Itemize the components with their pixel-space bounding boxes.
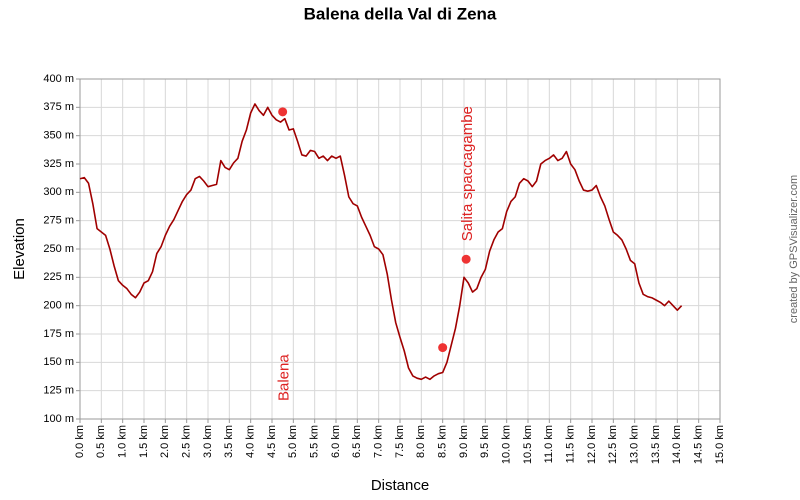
x-tick-label: 12.5 km: [607, 425, 619, 464]
x-tick-label: 1.0 km: [117, 425, 129, 458]
waypoint-label: Salita spaccagambe: [459, 106, 476, 241]
y-tick-label: 150 m: [43, 356, 74, 368]
x-tick-label: 3.5 km: [223, 425, 235, 458]
chart-title: Balena della Val di Zena: [304, 4, 497, 23]
x-tick-label: 11.0 km: [543, 425, 555, 463]
x-tick-label: 9.0 km: [458, 425, 470, 458]
x-tick-label: 7.0 km: [373, 425, 385, 458]
waypoint-label: Balena: [276, 354, 293, 401]
y-tick-label: 125 m: [43, 385, 74, 397]
elevation-line: [79, 103, 683, 381]
x-tick-label: 8.0 km: [415, 425, 427, 458]
waypoint: [278, 107, 288, 117]
x-tick-label: 10.5 km: [522, 425, 534, 464]
x-tick-label: 11.5 km: [565, 425, 577, 463]
x-tick-label: 9.5 km: [479, 425, 491, 458]
y-tick-label: 200 m: [43, 300, 74, 312]
x-tick-label: 13.5 km: [650, 425, 662, 464]
x-tick-label: 8.5 km: [437, 425, 449, 458]
waypoint: [461, 254, 471, 264]
y-tick-label: 175 m: [43, 328, 74, 340]
x-tick-label: 1.5 km: [138, 425, 150, 458]
x-tick-label: 0.5 km: [95, 425, 107, 458]
y-tick-label: 275 m: [43, 215, 74, 227]
x-tick-label: 4.0 km: [245, 425, 257, 458]
x-tick-label: 6.5 km: [351, 425, 363, 458]
x-axis-label: Distance: [371, 477, 429, 494]
y-tick-label: 375 m: [43, 101, 74, 113]
x-tick-label: 5.0 km: [287, 425, 299, 458]
y-tick-label: 325 m: [43, 158, 74, 170]
y-tick-label: 350 m: [43, 130, 74, 142]
credit: created by GPSVisualizer.com: [788, 175, 800, 323]
x-tick-label: 5.5 km: [309, 425, 321, 458]
waypoint: [438, 343, 448, 353]
y-tick-label: 300 m: [43, 186, 74, 198]
x-tick-label: 2.0 km: [159, 425, 171, 458]
x-tick-label: 14.0 km: [671, 425, 683, 464]
x-tick-label: 2.5 km: [181, 425, 193, 458]
x-tick-label: 15.0 km: [714, 425, 726, 464]
x-tick-label: 14.5 km: [693, 425, 705, 464]
x-tick-label: 12.0 km: [586, 425, 598, 464]
y-tick-label: 225 m: [43, 271, 74, 283]
x-tick-label: 7.5 km: [394, 425, 406, 458]
y-axis-label: Elevation: [11, 218, 28, 280]
y-tick-label: 100 m: [43, 413, 74, 425]
y-tick-label: 400 m: [43, 73, 74, 85]
plot-border: [79, 78, 721, 420]
x-tick-label: 0.0 km: [74, 425, 86, 458]
x-tick-label: 3.0 km: [202, 425, 214, 458]
x-tick-label: 10.0 km: [501, 425, 513, 464]
y-tick-label: 250 m: [43, 243, 74, 255]
x-tick-label: 6.0 km: [330, 425, 342, 458]
x-tick-label: 13.0 km: [629, 425, 641, 464]
x-tick-label: 4.5 km: [266, 425, 278, 458]
